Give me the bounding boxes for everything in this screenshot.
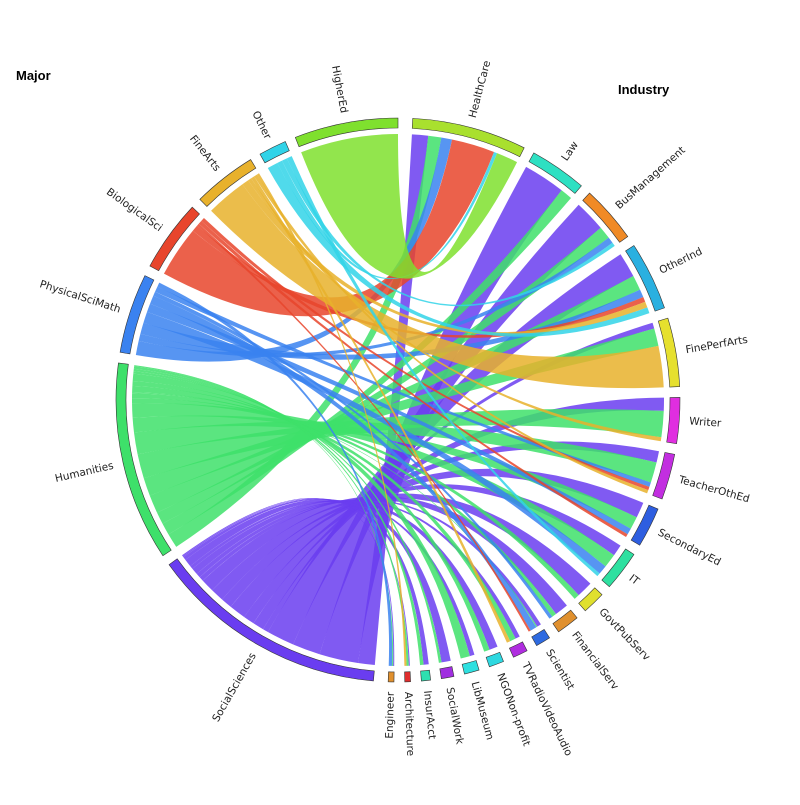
- arc-FinancialServ: [552, 609, 578, 633]
- label-Other: Other: [249, 109, 273, 142]
- chord-SocialSciences-Law: [319, 166, 562, 663]
- chord-SocialSciences-Writer: [253, 397, 664, 630]
- chord-links: [132, 134, 664, 666]
- label-GovtPubServ: GovtPubServ: [596, 606, 652, 663]
- label-FineArts: FineArts: [187, 133, 223, 174]
- label-HealthCare: HealthCare: [467, 59, 494, 119]
- arc-Humanities: [115, 362, 172, 557]
- arc-SocialSciences: [168, 558, 375, 682]
- chord-FineArts-FinePerfArts: [211, 184, 664, 389]
- chord-PhysicalSciMath-BusManagement: [138, 237, 613, 358]
- arc-Engineer: [387, 671, 395, 683]
- chord-FineArts-OtherInd: [242, 180, 648, 336]
- chord-SocialSciences-BusManagement: [293, 204, 601, 655]
- chord-Other-OtherInd: [267, 163, 650, 337]
- arc-BusManagement: [582, 192, 629, 243]
- label-Scientist: Scientist: [543, 647, 576, 692]
- label-LibMuseum: LibMuseum: [469, 680, 496, 741]
- label-OtherInd: OtherInd: [657, 246, 704, 277]
- arc-SecondaryEd: [630, 504, 659, 546]
- arc-LibMuseum: [461, 660, 480, 675]
- chord-Humanities-LibMuseum: [132, 373, 470, 659]
- chord-Humanities-SecondaryEd: [132, 415, 637, 529]
- major-group-title: Major: [16, 68, 51, 83]
- chord-SocialSciences-OtherInd: [267, 254, 634, 645]
- chord-HigherEd-HealthCare: [301, 134, 518, 279]
- arc-InsurAcct: [420, 669, 431, 682]
- arc-PhysicalSciMath: [119, 275, 155, 355]
- arc-TVRadioVideoAudio: [508, 641, 528, 658]
- arc-SocialWork: [439, 666, 455, 679]
- label-InsurAcct: InsurAcct: [421, 690, 438, 740]
- arc-GovtPubServ: [578, 587, 603, 612]
- chord-PhysicalSciMath-SecondaryEd: [147, 303, 631, 535]
- label-SocialWork: SocialWork: [444, 686, 466, 746]
- label-IT: IT: [627, 572, 642, 588]
- label-PhysicalSciMath: PhysicalSciMath: [38, 278, 122, 315]
- label-Humanities: Humanities: [54, 460, 115, 485]
- label-SocialSciences: SocialSciences: [210, 651, 259, 724]
- chord-Humanities-BusManagement: [157, 227, 609, 524]
- arc-FinePerfArts: [657, 317, 680, 388]
- label-FinancialServ: FinancialServ: [569, 629, 621, 692]
- industry-group-title: Industry: [618, 82, 670, 97]
- arc-Law: [528, 152, 582, 194]
- label-NGONon-profit: NGONon-profit: [494, 672, 532, 748]
- arc-IT: [601, 548, 635, 588]
- arc-Scientist: [531, 628, 550, 646]
- chord-Humanities-Writer: [137, 409, 664, 479]
- label-BiologicalSci: BiologicalSci: [104, 186, 165, 234]
- chord-SocialSciences-TeacherOthEd: [244, 441, 660, 624]
- arc-BiologicalSci: [149, 206, 200, 272]
- label-Writer: Writer: [689, 415, 723, 429]
- label-HigherEd: HigherEd: [329, 65, 350, 115]
- label-Architecture: Architecture: [402, 692, 416, 757]
- label-TeacherOthEd: TeacherOthEd: [676, 474, 751, 506]
- arc-TeacherOthEd: [652, 452, 676, 500]
- arc-FineArts: [199, 159, 257, 207]
- label-FinePerfArts: FinePerfArts: [685, 334, 749, 357]
- chord-PhysicalSciMath-TeacherOthEd: [155, 286, 651, 487]
- arc-Architecture: [404, 671, 411, 683]
- label-Engineer: Engineer: [384, 691, 397, 739]
- arc-Other: [259, 141, 290, 164]
- arc-NGONon-profit: [485, 651, 504, 668]
- label-Law: Law: [559, 139, 581, 163]
- arc-HigherEd: [294, 117, 399, 148]
- arc-HealthCare: [411, 118, 525, 158]
- label-SecondaryEd: SecondaryEd: [656, 527, 723, 569]
- label-BusManagement: BusManagement: [613, 144, 687, 211]
- arc-OtherInd: [625, 245, 665, 312]
- arc-Writer: [666, 397, 681, 445]
- chord-Humanities-TVRadioVideoAudio: [132, 385, 516, 642]
